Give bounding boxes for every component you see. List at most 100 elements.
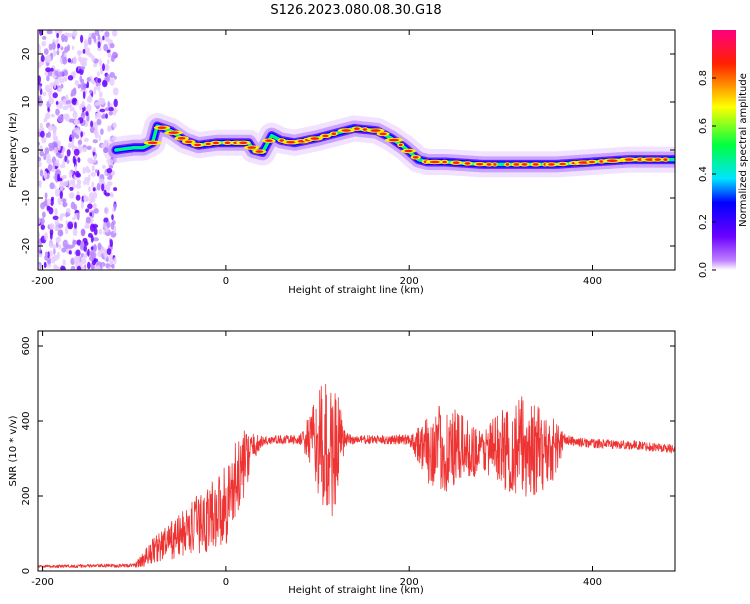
spectrogram-noise-speck [65, 99, 71, 105]
spectrogram-noise-speck [107, 59, 110, 65]
spectrogram-noise-speck [92, 203, 97, 209]
spectrogram-hotspot-core [286, 140, 296, 144]
spectrogram-noise-speck [48, 145, 54, 152]
snr-x-tick-label: 200 [400, 577, 419, 588]
spectrogram-noise-speck [82, 60, 87, 67]
spectrogram-noise-speck [60, 265, 66, 270]
spectrogram-noise-speck [47, 164, 53, 172]
spectrogram-noise-speck [62, 113, 69, 120]
spectrogram-noise-speck [88, 192, 95, 200]
spectrogram-noise-speck [45, 67, 51, 73]
spectrogram-x-axis-label: Height of straight line (km) [288, 285, 424, 296]
spectrogram-noise-speck [89, 89, 93, 94]
spectrogram-noise-speck [50, 67, 54, 72]
spectrogram-noise-speck [54, 207, 58, 216]
chart-title: S126.2023.080.08.30.G18 [270, 3, 441, 18]
spectrogram-noise-speck [113, 98, 118, 108]
spectrogram-noise-speck [67, 221, 74, 230]
spectrogram-hotspot-core [452, 161, 460, 164]
spectrogram-noise-speck [59, 164, 66, 169]
spectrogram-noise-speck [107, 52, 112, 58]
spectrogram-noise-speck [81, 266, 86, 270]
spectrogram-hotspot-core [663, 158, 668, 161]
spectrogram-noise-speck [50, 113, 56, 118]
spectrogram-noise-speck [38, 156, 42, 162]
spectrogram-noise-speck [64, 155, 67, 162]
spectrogram-noise-speck [80, 201, 84, 210]
spectrogram-noise-speck [88, 174, 91, 183]
spectrogram-hotspot-core [559, 162, 566, 166]
spectrogram-noise-speck [112, 87, 119, 96]
spectrogram-noise-speck [83, 241, 89, 246]
spectrogram-noise-speck [75, 170, 80, 178]
spectrogram-noise-speck [99, 91, 103, 98]
colorbar-tick-label: 0.8 [698, 70, 709, 86]
spectrogram-noise-speck [42, 35, 47, 40]
spectrogram-hotspot-core [429, 160, 440, 164]
snr-x-tick-label: 400 [583, 577, 602, 588]
spectrogram-hotspot-core [379, 132, 387, 136]
spectrogram-ticks: -200 0 200 400 -20 -10 0 10 20 [21, 30, 675, 287]
spectrogram-noise-speck [58, 244, 62, 250]
spectrogram-noise-speck [81, 78, 84, 84]
spectrogram-hotspot-core [521, 163, 528, 166]
spectrogram-noise-speck [56, 32, 59, 39]
colorbar-label: Normalized spectral amplitude [738, 73, 749, 227]
spectrogram-noise-speck [82, 57, 88, 62]
snr-y-tick-label: 600 [21, 336, 32, 355]
spectrogram-noise-speck [55, 108, 60, 116]
spectrogram-noise-speck [93, 35, 97, 43]
spectrogram-noise-speck [45, 84, 50, 93]
spectrogram-noise-speck [57, 43, 61, 49]
spectrogram-noise-speck [42, 211, 46, 218]
spectrogram-noise-speck [80, 228, 86, 237]
spectrogram-noise-speck [77, 157, 81, 163]
spectrogram-noise-speck [97, 250, 103, 258]
spectrogram-noise-speck [77, 50, 82, 57]
snr-y-tick-label: 0 [21, 568, 32, 574]
spectrogram-noise-speck [103, 251, 108, 259]
spectrogram-noise-speck [76, 179, 82, 185]
spectrogram-y-tick-label: 10 [21, 96, 32, 109]
spectrogram-noise-speck [54, 219, 60, 227]
spectrogram-hotspot-core [224, 141, 231, 145]
spectrogram-noise-speck [41, 136, 47, 144]
spectrogram-hotspot-core [157, 126, 167, 129]
spectrogram-noise-speck [44, 115, 48, 123]
spectrogram-noise-speck [92, 139, 99, 144]
spectrogram-noise-speck [65, 211, 68, 218]
spectrogram-noise-speck [75, 249, 81, 257]
spectrogram-noise-speck [68, 250, 72, 255]
spectrogram-noise-speck [108, 111, 114, 116]
spectrogram-hotspot-core [493, 163, 497, 166]
spectrogram-noise-speck [71, 107, 75, 112]
spectrogram-noise-speck [97, 242, 102, 251]
spectrogram-noise-speck [40, 202, 46, 210]
spectrogram-noise-speck [94, 101, 100, 107]
spectrogram-hotspot-core [442, 160, 447, 164]
spectrogram-noise-speck [80, 82, 87, 91]
spectrogram-hotspot-core [606, 159, 618, 162]
spectrogram-noise-speck [93, 87, 97, 95]
spectrogram-noise-speck [98, 97, 103, 105]
spectrogram-noise-speck [75, 255, 81, 264]
spectrogram-noise-speck [56, 50, 60, 56]
spectrogram-noise-speck [94, 112, 99, 120]
spectrogram-hotspot-core [513, 163, 520, 166]
spectrogram-noise-speck [91, 263, 95, 270]
spectrogram-noise-speck [67, 244, 74, 249]
spectrogram-noise-speck [93, 129, 99, 136]
spectrogram-x-tick-label: -200 [31, 276, 54, 287]
spectrogram-noise-speck [91, 165, 95, 172]
spectrogram-noise-speck [71, 141, 75, 147]
spectrogram-noise-speck [86, 103, 92, 113]
spectrogram-noise-speck [53, 81, 57, 89]
spectrogram-noise-speck [89, 126, 95, 134]
spectrogram-noise-speck [45, 54, 52, 63]
spectrogram-noise-speck [81, 258, 87, 265]
spectrogram-noise-speck [88, 186, 91, 193]
colorbar-tick-label: 0.6 [698, 118, 709, 134]
spectrogram-noise-speck [111, 214, 114, 221]
spectrogram-noise-speck [53, 147, 59, 154]
spectrogram-noise-speck [102, 63, 105, 72]
